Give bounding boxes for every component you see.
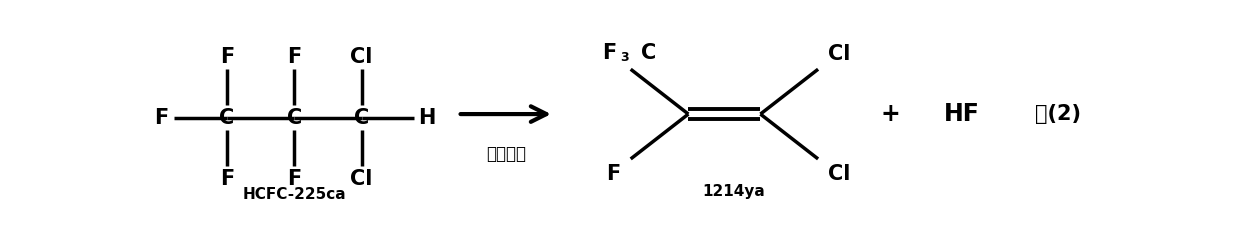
Text: F: F [288, 47, 301, 67]
Text: F: F [155, 108, 169, 128]
Text: C: C [353, 108, 370, 128]
Text: F: F [288, 169, 301, 189]
Text: H: H [418, 108, 435, 128]
Text: 碱水溶液: 碱水溶液 [486, 144, 526, 163]
Text: C: C [641, 43, 656, 63]
Text: Cl: Cl [351, 169, 373, 189]
Text: F: F [219, 169, 234, 189]
Text: F: F [603, 43, 616, 63]
Text: HF: HF [945, 102, 980, 126]
Text: C: C [219, 108, 234, 128]
Text: HCFC-225ca: HCFC-225ca [243, 187, 346, 202]
Text: C: C [286, 108, 303, 128]
Text: Cl: Cl [351, 47, 373, 67]
Text: F: F [219, 47, 234, 67]
Text: 3: 3 [620, 51, 629, 64]
Text: Cl: Cl [828, 164, 851, 184]
Text: +: + [880, 102, 900, 126]
Text: 式(2): 式(2) [1035, 104, 1081, 124]
Text: 1214ya: 1214ya [703, 184, 765, 199]
Text: F: F [606, 164, 620, 184]
Text: Cl: Cl [828, 44, 851, 64]
